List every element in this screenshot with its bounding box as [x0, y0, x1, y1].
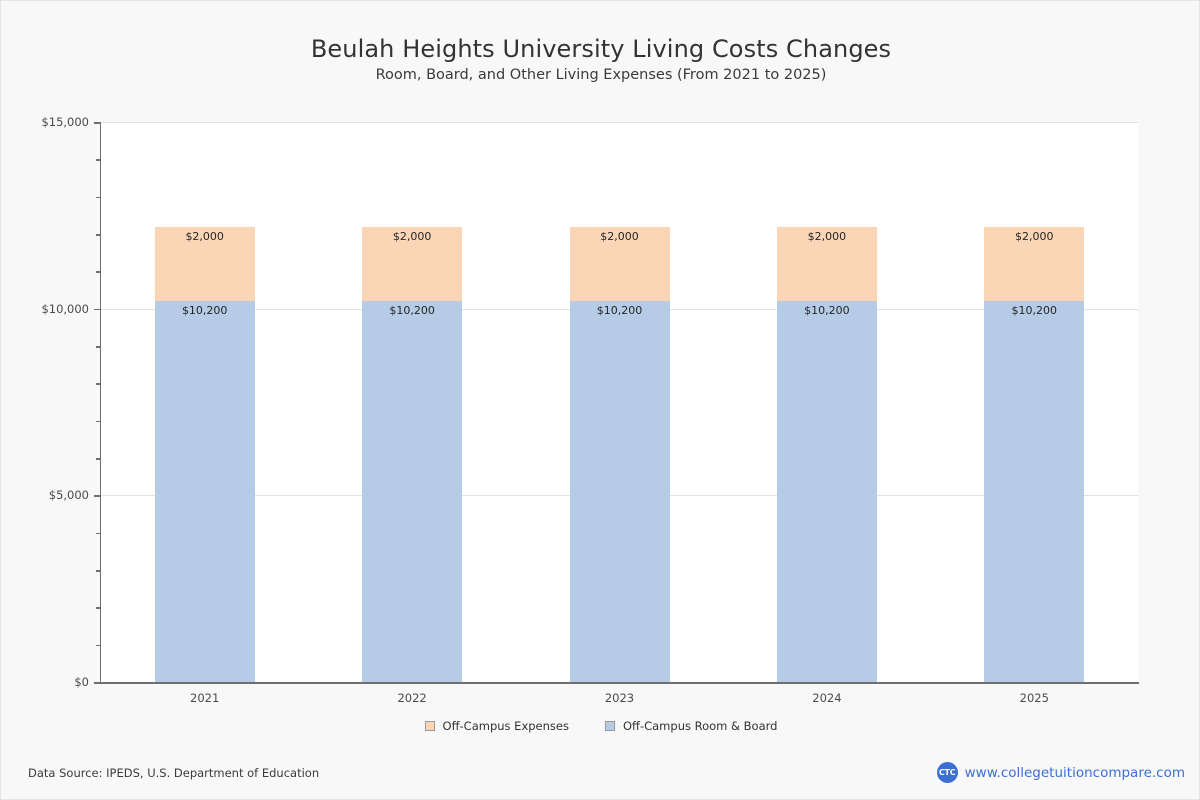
y-axis-minor-tick: [96, 271, 101, 273]
y-axis-minor-tick: [96, 532, 101, 535]
legend-item-label: Off-Campus Room & Board: [622, 719, 778, 733]
bar-segment[interactable]: $10,200: [984, 301, 1085, 682]
y-axis-minor-tick: [96, 234, 101, 236]
bar-stack[interactable]: $10,200 $2,000: [569, 122, 670, 682]
y-axis-tick-label: $0: [74, 675, 89, 689]
y-axis-tick-label: $15,000: [41, 115, 89, 129]
bar-stack[interactable]: $10,200 $2,000: [984, 122, 1085, 682]
legend-item[interactable]: Off-Campus Room & Board: [604, 719, 778, 733]
y-axis-minor-tick: [96, 420, 101, 423]
bar-value-label: $10,200: [1011, 304, 1058, 318]
bar-stack[interactable]: $10,200 $2,000: [362, 122, 463, 682]
bar-stack[interactable]: $10,200 $2,000: [154, 122, 255, 682]
y-axis-minor-tick: [96, 159, 101, 161]
bar-segment[interactable]: $2,000: [984, 226, 1085, 302]
chart-title: Beulah Heights University Living Costs C…: [310, 35, 892, 63]
chart-subtitle: Room, Board, and Other Living Expenses (…: [375, 67, 827, 83]
legend-color-swatch: [604, 721, 615, 731]
legend-color-swatch: [424, 721, 435, 731]
x-axis-tick-label: 2021: [190, 691, 220, 705]
y-axis-minor-tick: [96, 644, 101, 647]
bar-segment[interactable]: $2,000: [569, 226, 670, 302]
x-axis-tick-label: 2025: [1019, 691, 1049, 705]
legend-item-label: Off-Campus Expenses: [442, 719, 569, 733]
ctc-logo-text: CTC: [938, 767, 956, 777]
y-axis-major-tick: [94, 682, 101, 684]
x-axis-tick-label: 2024: [812, 691, 842, 705]
y-axis-minor-tick: [96, 383, 101, 385]
brand-link[interactable]: CTC www.collegetuitioncompare.com: [936, 762, 1185, 783]
y-axis-minor-tick: [96, 346, 101, 348]
bar-value-label: $2,000: [807, 229, 847, 243]
ctc-logo-icon: CTC: [936, 762, 958, 783]
bar-value-label: $10,200: [596, 304, 643, 318]
y-axis-major-tick: [94, 308, 101, 311]
gridline: [101, 122, 1138, 123]
bar-segment[interactable]: $10,200: [154, 301, 255, 682]
bar-value-label: $2,000: [600, 229, 639, 243]
bar-value-label: $2,000: [1015, 229, 1054, 243]
x-axis-line: [100, 682, 1139, 684]
x-axis-tick-label: 2023: [604, 691, 635, 705]
data-source-note: Data Source: IPEDS, U.S. Department of E…: [28, 766, 320, 780]
legend-item[interactable]: Off-Campus Expenses: [424, 719, 569, 733]
y-axis-minor-tick: [96, 570, 101, 572]
x-axis-tick-label: 2022: [397, 691, 427, 705]
y-axis-line: [100, 122, 102, 683]
bar-segment[interactable]: $2,000: [362, 226, 463, 302]
bar-segment[interactable]: $10,200: [362, 301, 463, 682]
y-axis-tick-label: $5,000: [48, 488, 89, 503]
y-axis-minor-tick: [96, 196, 101, 199]
bar-value-label: $10,200: [181, 304, 228, 318]
bar-value-label: $2,000: [185, 229, 224, 243]
bar-value-label: $10,200: [389, 304, 435, 318]
chart-legend: Off-Campus Expenses Off-Campus Room & Boa…: [1, 719, 1200, 733]
y-axis-tick-label: $10,000: [41, 301, 89, 316]
bar-stack[interactable]: $10,200 $2,000: [776, 122, 877, 682]
bar-value-label: $10,200: [804, 304, 850, 318]
brand-url-text: www.collegetuitioncompare.com: [964, 764, 1185, 781]
y-axis-minor-tick: [96, 458, 101, 460]
y-axis-minor-tick: [96, 607, 101, 609]
bar-segment[interactable]: $10,200: [776, 301, 877, 682]
bar-segment[interactable]: $2,000: [154, 226, 255, 302]
bar-segment[interactable]: $10,200: [569, 301, 670, 682]
y-axis-major-tick: [94, 495, 101, 497]
bar-value-label: $2,000: [392, 229, 432, 243]
y-axis-major-tick: [94, 122, 101, 124]
plot-area: $10,200 $2,000 $10,200 $2,000 $10,200 $2,000 $…: [94, 122, 1138, 684]
bar-segment[interactable]: $2,000: [776, 226, 877, 302]
